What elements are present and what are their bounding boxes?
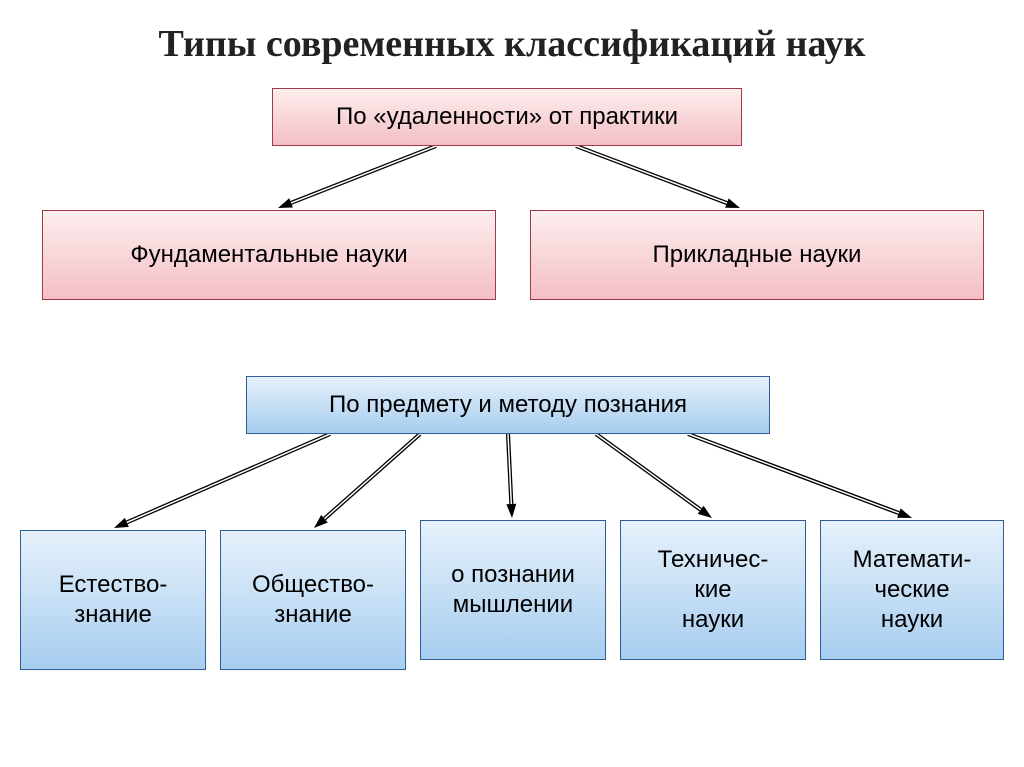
section2-child-1: Общество- знание	[220, 530, 406, 670]
section1-root: По «удаленности» от практики	[272, 88, 742, 146]
section1-child-1: Прикладные науки	[530, 210, 984, 300]
section2-child-3: Техничес- кие науки	[620, 520, 806, 660]
section2-child-0: Естество- знание	[20, 530, 206, 670]
section2-child-4: Математи- ческие науки	[820, 520, 1004, 660]
section2-root: По предмету и методу познания	[246, 376, 770, 434]
diagram-title: Типы современных классификаций наук	[0, 22, 1024, 66]
section1-child-0: Фундаментальные науки	[42, 210, 496, 300]
section2-child-2: о познании мышлении	[420, 520, 606, 660]
